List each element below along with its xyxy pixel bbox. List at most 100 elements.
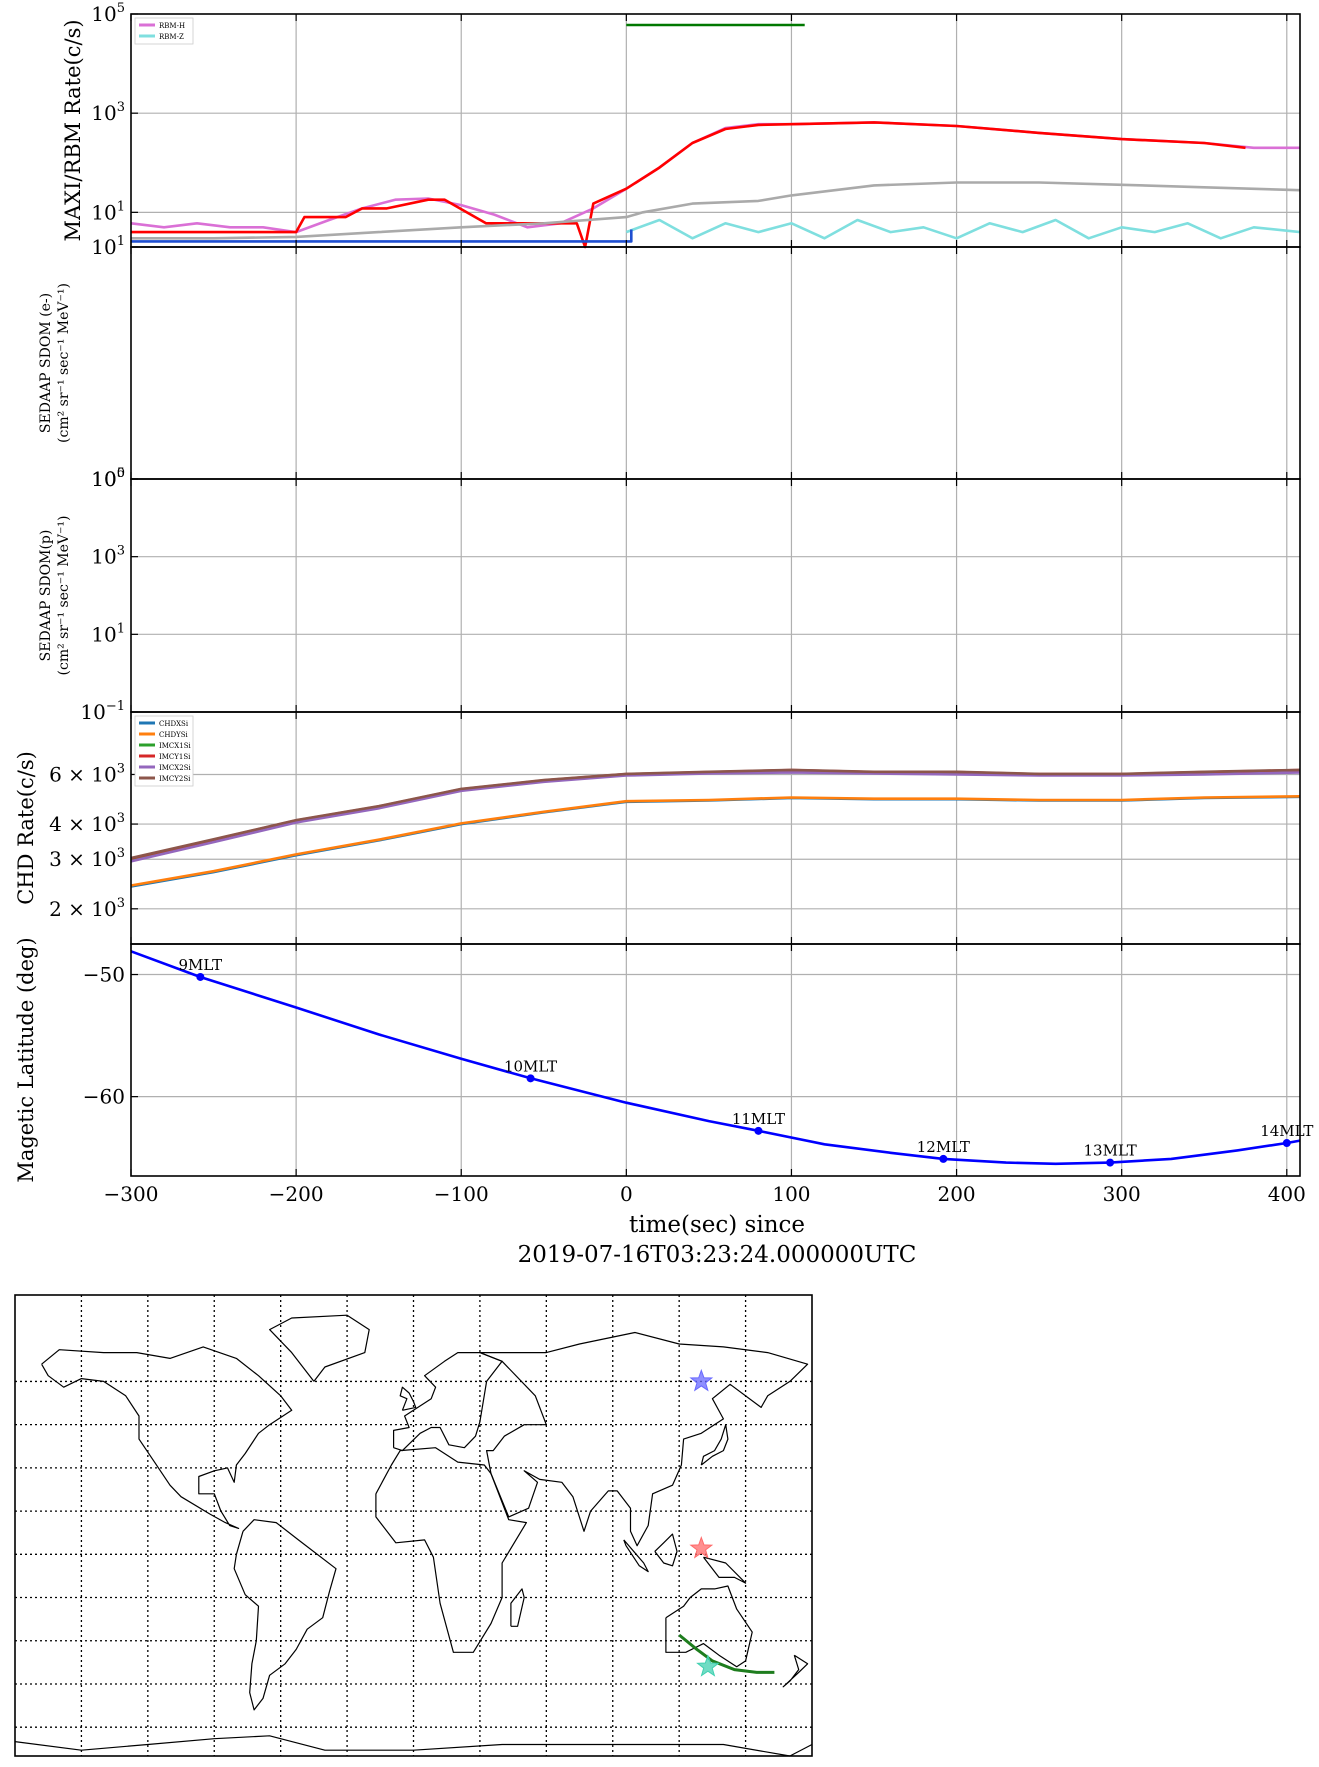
y-tick-exponent: 3 [117, 846, 125, 861]
x-tick-label: −200 [269, 1182, 324, 1206]
mlt-label: 11MLT [732, 1110, 785, 1128]
y-tick-label: 10−1 [80, 699, 125, 724]
coastline [375, 1447, 527, 1653]
y-tick-exponent: 3 [117, 544, 125, 559]
legend-box [134, 17, 194, 45]
x-tick-label: 400 [1268, 1182, 1306, 1206]
legend-box [134, 715, 194, 787]
coastline [782, 1654, 809, 1688]
legend-label: RBM-Z [159, 33, 184, 41]
mlt-label: 14MLT [1260, 1122, 1313, 1140]
y-axis-units: (cm² sr⁻¹ sec⁻¹ MeV⁻¹) [56, 516, 72, 676]
star-marker-icon [696, 1654, 720, 1677]
legend-label: CHDYSi [159, 731, 188, 739]
y-tick-label: 101 [91, 234, 125, 259]
mlt-point [754, 1126, 763, 1135]
y-axis-units: (cm² sr⁻¹ sec⁻¹ MeV⁻¹) [56, 283, 72, 443]
y-tick-label: 103 [91, 100, 125, 125]
mlt-label: 13MLT [1084, 1142, 1137, 1160]
y-tick-label: 3 × 103 [49, 846, 125, 871]
mlt-label: 12MLT [917, 1138, 970, 1156]
coastline [654, 1533, 678, 1567]
panel-chd: 2 × 103 3 × 103 4 × 103 6 × 103 CHDXSi CHDYSi… [14, 711, 1301, 945]
x-tick-label: 300 [1103, 1182, 1141, 1206]
series-line-trace [131, 181, 1301, 240]
series-line-RBM-Z [625, 218, 1301, 240]
y-tick-label: 105 [91, 1, 125, 26]
x-tick-label: 0 [620, 1182, 633, 1206]
y-tick-label: 101 [91, 621, 125, 646]
y-axis-label: MAXI/RBM Rate(c/s) [61, 19, 85, 241]
legend-label: IMCY1Si [159, 753, 191, 761]
x-tick-label: 200 [937, 1182, 975, 1206]
mlt-point [1282, 1139, 1291, 1148]
mlt-point [939, 1154, 948, 1163]
y-tick-exponent: 1 [117, 234, 125, 249]
y-tick-exponent: 3 [117, 100, 125, 115]
y-tick-label: 101 [91, 199, 125, 224]
star-marker-icon [689, 1368, 714, 1392]
y-tick-label: 2 × 103 [49, 896, 125, 921]
coastline [700, 1424, 729, 1466]
coastline [399, 1386, 417, 1411]
y-tick-exponent: −1 [106, 699, 125, 714]
y-tick-exponent: 1 [117, 621, 125, 636]
y-axis-label: Magetic Latitude (deg) [14, 937, 38, 1182]
coastline [41, 1346, 293, 1529]
y-tick-exponent: 5 [117, 1, 125, 16]
x-tick-label: −100 [434, 1182, 489, 1206]
coastline [510, 1588, 525, 1627]
mlt-label: 10MLT [504, 1057, 557, 1075]
panel-frame [130, 246, 1301, 480]
x-axis-time-label: 2019-07-16T03:23:24.000000UTC [518, 1242, 917, 1268]
orbit-track [678, 1633, 775, 1674]
y-axis-label: CHD Rate(c/s) [14, 751, 38, 905]
coastline [479, 1331, 809, 1547]
x-tick-label: −300 [104, 1182, 159, 1206]
panel-maglat: −60 −50 9MLT 10MLT 11MLT 12MLT 13MLT 14MLT Maget… [14, 937, 1313, 1206]
series-line-IMCY2Si [130, 768, 1301, 860]
y-axis-label: SEDAAP SDOM(p) [38, 530, 54, 662]
mlt-label: 9MLT [179, 956, 223, 974]
x-tick-label: 100 [772, 1182, 810, 1206]
y-tick-label: 105 [91, 466, 125, 491]
y-tick-label: 103 [91, 544, 125, 569]
legend-label: IMCX1Si [159, 742, 192, 750]
y-tick-label: 4 × 103 [49, 811, 125, 836]
x-axis-label: time(sec) since [629, 1212, 805, 1238]
series-line-trace [130, 950, 1301, 1166]
legend-label: IMCY2Si [159, 775, 191, 783]
series-line-IMCY1Si [130, 768, 1301, 860]
series-line-CHDYSi [130, 795, 1301, 887]
y-tick-exponent: 1 [117, 199, 125, 214]
series-line-trace [131, 121, 1246, 249]
y-axis-label: SEDAAP SDOM (e-) [38, 293, 54, 433]
series-line-CHDXSi [130, 795, 1301, 888]
legend-label: IMCX2Si [159, 764, 192, 772]
panel-frame [130, 478, 1301, 713]
y-tick-label: 6 × 103 [49, 761, 125, 786]
coastline [703, 1556, 747, 1584]
y-tick-exponent: 3 [117, 896, 125, 911]
coastline [269, 1314, 370, 1382]
legend-label: CHDXSi [159, 720, 189, 728]
series-line-IMCX1Si [130, 769, 1301, 861]
coastline [14, 1735, 813, 1757]
y-tick-exponent: 5 [117, 466, 125, 481]
coastline [623, 1539, 649, 1573]
y-tick-exponent: 0 [117, 466, 125, 481]
legend-label: RBM-H [159, 22, 185, 30]
coastline [665, 1585, 753, 1668]
series-line-IMCX2Si [130, 771, 1301, 863]
mlt-point [526, 1074, 535, 1083]
mlt-point [196, 972, 205, 981]
y-tick-label: −60 [83, 1085, 125, 1109]
y-tick-exponent: 3 [117, 811, 125, 826]
star-marker-icon [689, 1536, 714, 1559]
world-map [14, 1294, 813, 1757]
panel-frame [130, 943, 1301, 1177]
